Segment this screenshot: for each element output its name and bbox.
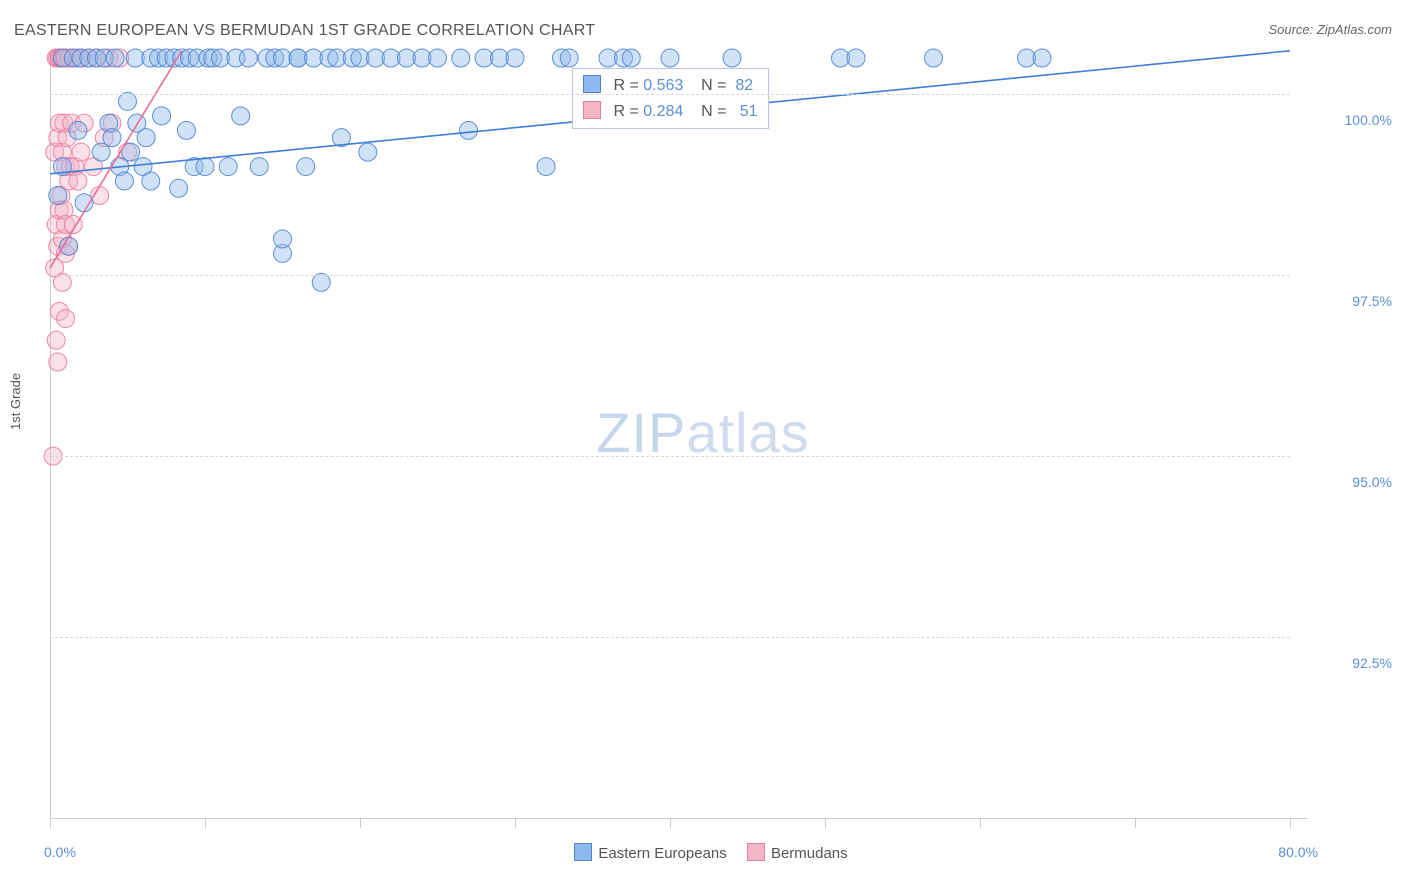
x-tick <box>205 818 206 828</box>
scatter-point <box>452 49 470 67</box>
info-n-label-0: N = <box>701 77 731 94</box>
scatter-point <box>153 107 171 125</box>
chart-title: EASTERN EUROPEAN VS BERMUDAN 1ST GRADE C… <box>14 22 595 40</box>
scatter-point <box>49 353 67 371</box>
info-r-value-1: 0.284 <box>643 103 683 120</box>
scatter-point <box>69 172 87 190</box>
y-tick-label: 95.0% <box>1352 474 1392 490</box>
y-tick-label: 92.5% <box>1352 655 1392 671</box>
legend-label-1: Bermudans <box>771 845 848 862</box>
scatter-point <box>560 49 578 67</box>
scatter-point <box>106 49 124 67</box>
scatter-point <box>137 129 155 147</box>
info-swatch-1 <box>583 101 601 119</box>
scatter-point <box>661 49 679 67</box>
legend-swatch-0 <box>574 843 592 861</box>
scatter-point <box>622 49 640 67</box>
info-n-value-0: 82 <box>735 77 753 94</box>
info-r-value-0: 0.563 <box>643 77 683 94</box>
grid-line <box>50 275 1290 276</box>
scatter-point <box>57 310 75 328</box>
info-r-label-0: R = <box>613 77 643 94</box>
scatter-point <box>506 49 524 67</box>
legend-swatch-1 <box>747 843 765 861</box>
scatter-point <box>196 158 214 176</box>
info-n-value-1: 51 <box>740 103 758 120</box>
scatter-point <box>274 230 292 248</box>
source-label: Source: ZipAtlas.com <box>1268 22 1392 37</box>
y-axis-label: 1st Grade <box>8 373 23 430</box>
info-row-series-1: R = 0.284 N = 51 <box>583 99 758 125</box>
info-n-label-1: N = <box>701 103 731 120</box>
x-tick <box>980 818 981 828</box>
scatter-point <box>925 49 943 67</box>
scatter-point <box>359 143 377 161</box>
x-axis-line <box>50 818 1308 819</box>
scatter-point <box>847 49 865 67</box>
scatter-point <box>232 107 250 125</box>
scatter-point <box>170 179 188 197</box>
grid-line <box>50 456 1290 457</box>
scatter-point <box>72 143 90 161</box>
scatter-point <box>219 158 237 176</box>
scatter-point <box>1033 49 1051 67</box>
y-tick-label: 100.0% <box>1345 112 1392 128</box>
scatter-point <box>115 172 133 190</box>
scatter-point <box>49 187 67 205</box>
x-tick <box>825 818 826 828</box>
legend-label-0: Eastern Europeans <box>598 845 726 862</box>
scatter-point <box>297 158 315 176</box>
x-tick <box>360 818 361 828</box>
info-swatch-0 <box>583 75 601 93</box>
scatter-point <box>103 129 121 147</box>
grid-line <box>50 637 1290 638</box>
legend-bottom: Eastern Europeans Bermudans <box>0 843 1406 862</box>
scatter-point <box>69 121 87 139</box>
x-tick <box>1135 818 1136 828</box>
scatter-point <box>537 158 555 176</box>
scatter-point <box>250 158 268 176</box>
x-tick <box>515 818 516 828</box>
scatter-chart <box>50 58 1290 818</box>
x-tick <box>670 818 671 828</box>
x-tick <box>1290 818 1291 828</box>
scatter-point <box>460 121 478 139</box>
grid-line <box>50 94 1290 95</box>
scatter-point <box>723 49 741 67</box>
scatter-point <box>239 49 257 67</box>
y-tick-label: 97.5% <box>1352 293 1392 309</box>
scatter-point <box>47 331 65 349</box>
x-tick <box>50 818 51 828</box>
scatter-point <box>429 49 447 67</box>
scatter-point <box>177 121 195 139</box>
info-r-label-1: R = <box>613 103 643 120</box>
scatter-point <box>142 172 160 190</box>
correlation-info-box: R = 0.563 N = 82 R = 0.284 N = 51 <box>572 68 769 129</box>
